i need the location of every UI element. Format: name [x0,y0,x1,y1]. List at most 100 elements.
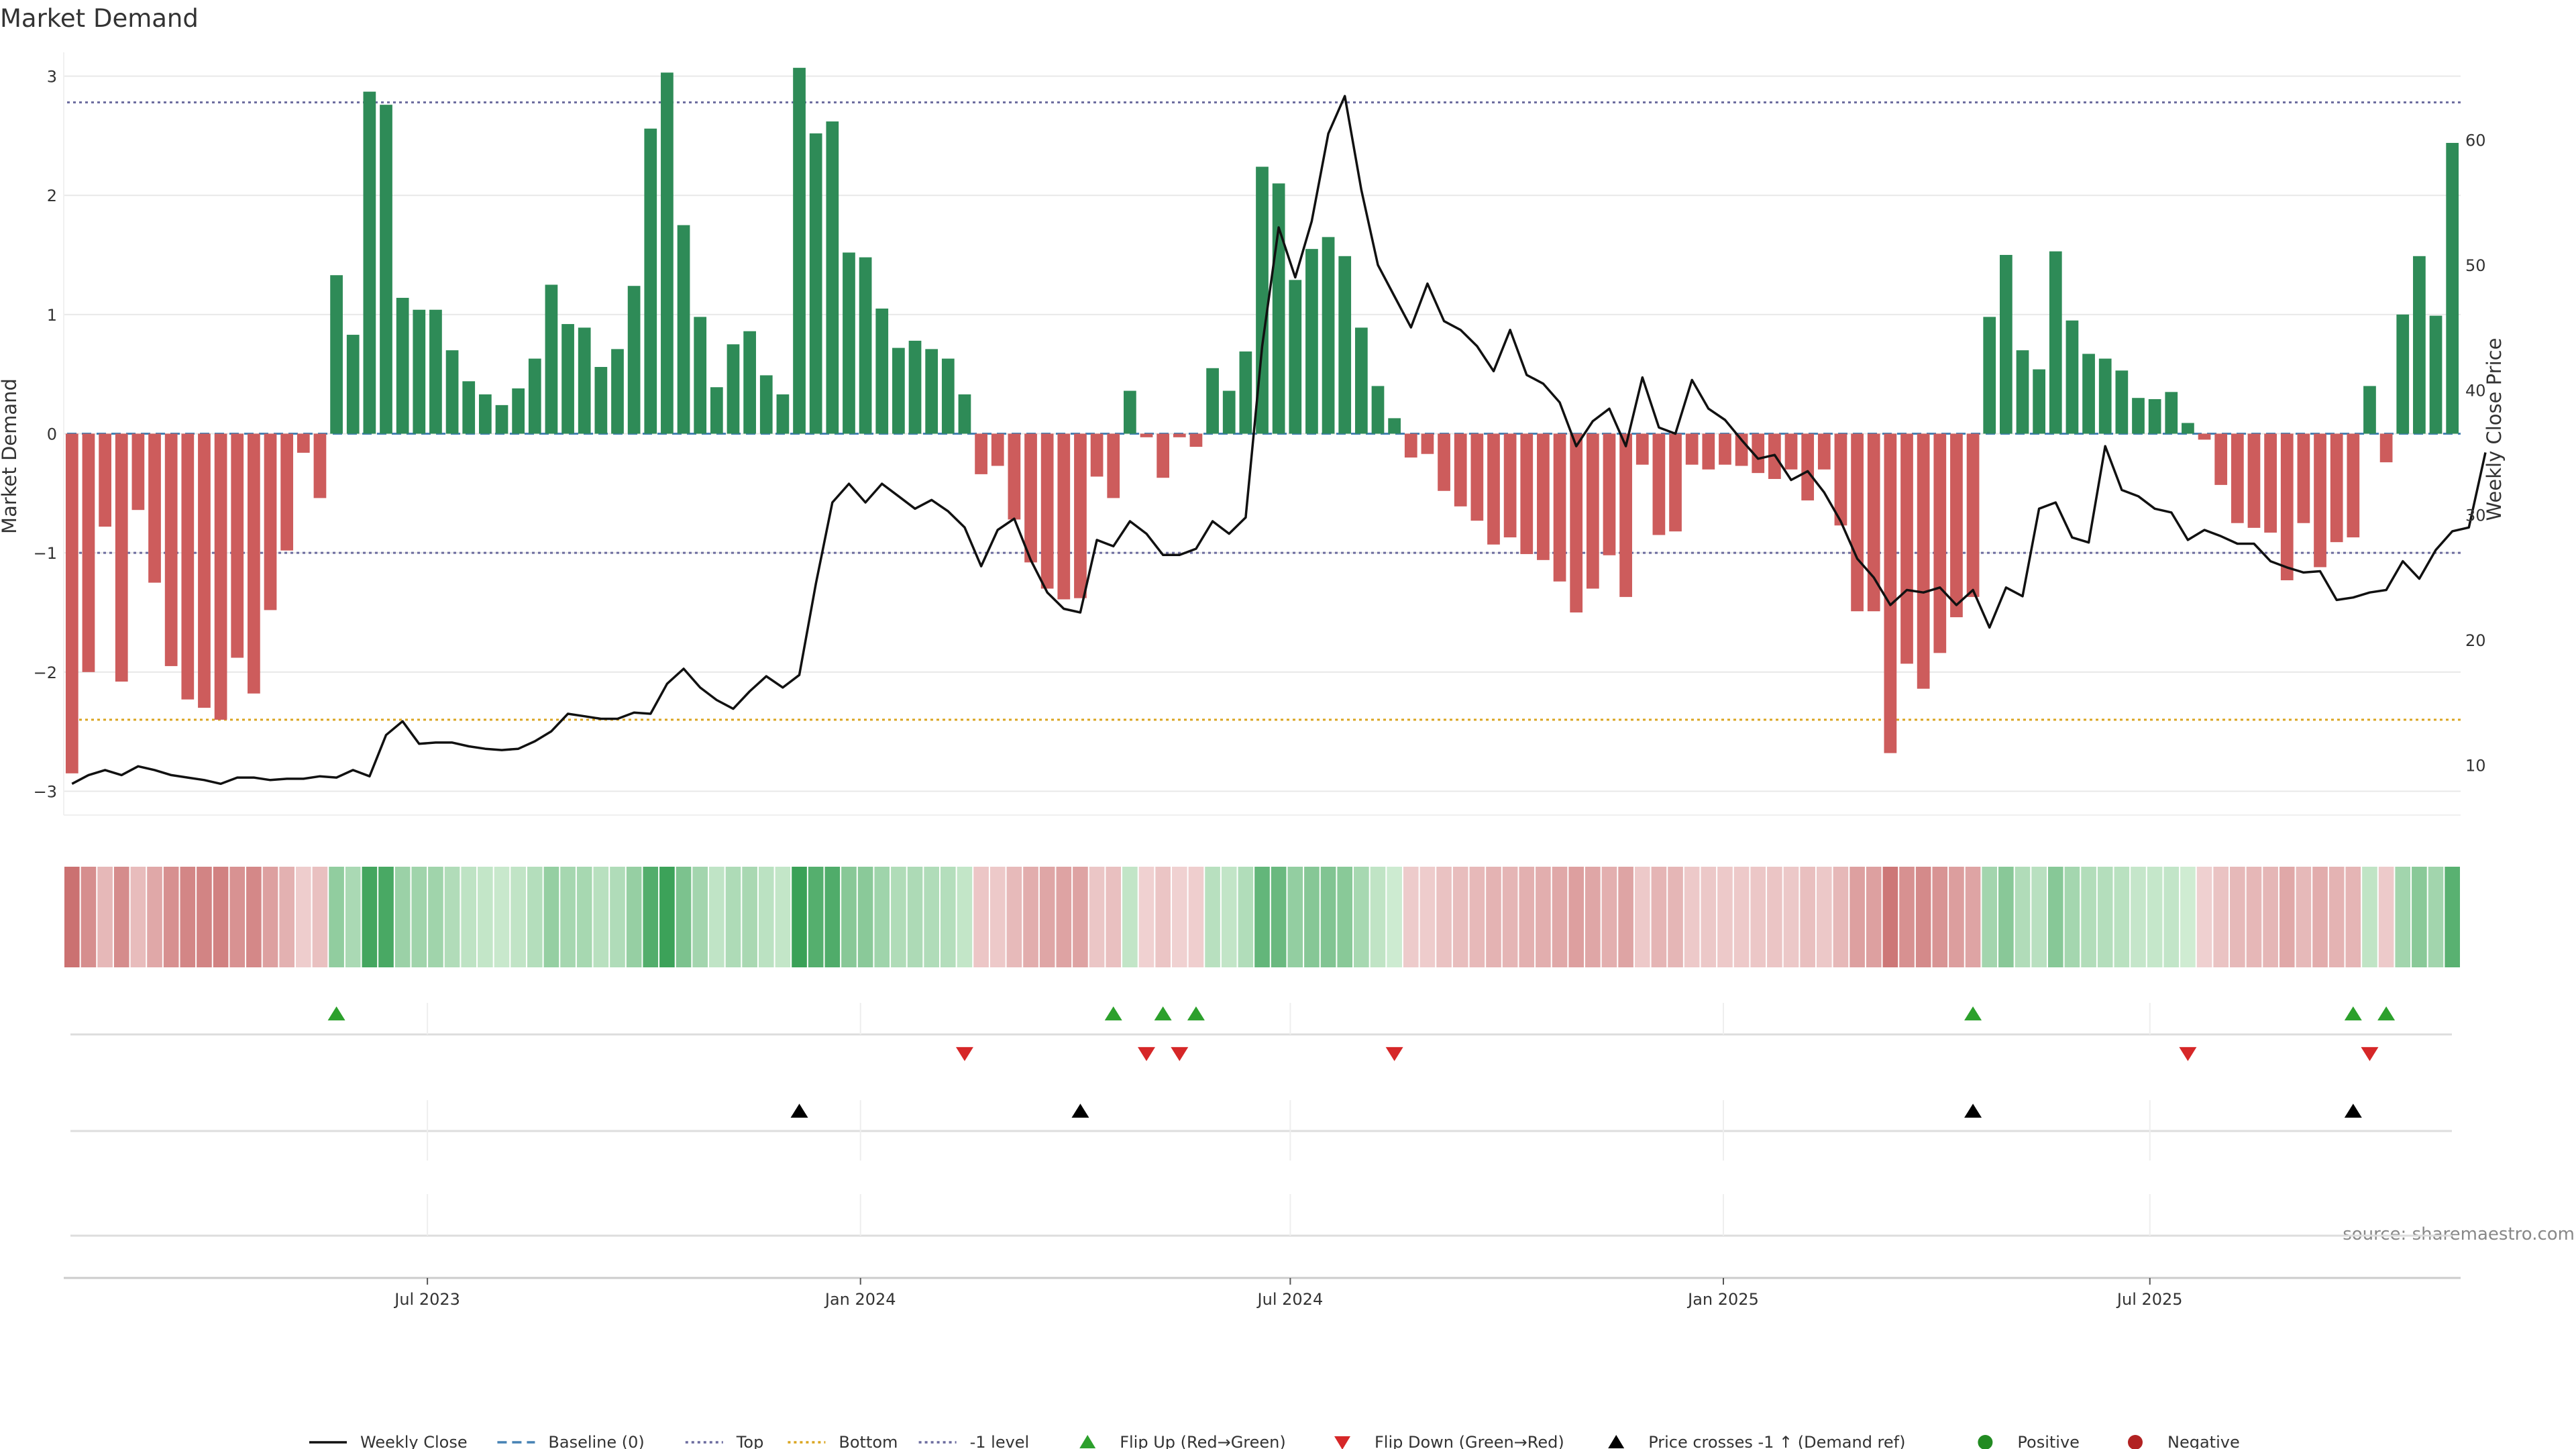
demand-bar [727,344,740,434]
heat-cell [957,867,973,967]
legend-label: Flip Up (Red→Green) [1120,1433,1286,1449]
x-tick-label: Jul 2024 [1256,1290,1324,1309]
heat-cell [1403,867,1419,967]
heat-cell [1469,867,1485,967]
demand-bar [1652,433,1666,535]
heat-cell [312,867,328,967]
legend-label: Baseline (0) [548,1433,644,1449]
legend-label: Top [736,1433,764,1449]
heat-cell [1254,867,1270,967]
heat-cell [1519,867,1535,967]
demand-bar [380,105,392,434]
demand-bar [512,388,525,434]
demand-bars [65,68,2459,773]
heat-cell [97,867,113,967]
flip-down-marker [2179,1046,2197,1061]
heat-cell [2296,867,2312,967]
demand-bar [1057,433,1071,600]
demand-bar [1603,433,1616,555]
demand-bar [694,317,707,434]
heat-cell [279,867,294,967]
demand-bar [2182,423,2194,434]
demand-bar [313,433,327,498]
heat-cell [229,867,246,967]
demand-bar [1024,433,1037,563]
demand-bar [2363,386,2376,434]
heat-cell [676,867,692,967]
demand-bar [280,433,294,551]
demand-bar [1124,390,1136,434]
demand-bar [1074,433,1087,598]
heat-cell [80,867,97,967]
heat-cell [1122,867,1138,967]
legend-label: Flip Down (Green→Red) [1375,1433,1564,1449]
demand-bar [2314,433,2326,568]
heat-cell [874,867,890,967]
demand-bar [1950,433,1963,618]
demand-bar [594,367,608,434]
flip-up-marker [1187,1006,1205,1021]
y-axis-ticks: −3 −2 −1 0 1 2 3 10 20 30 40 50 60 [34,68,2486,802]
heat-cell [709,867,724,967]
demand-bar [1157,433,1170,478]
demand-bar [1752,433,1765,474]
heat-cell [1783,867,1799,967]
demand-bar [1289,280,1302,434]
demand-bar [1867,433,1880,612]
demand-bar [793,68,806,434]
demand-bar [2098,358,2112,434]
heat-cell [808,867,824,967]
heat-cell [262,867,278,967]
heat-cell [329,867,344,967]
demand-bar [2297,433,2310,523]
y2-tick-label: 50 [2465,256,2486,275]
y-tick-label: −1 [34,544,57,563]
demand-bar [1438,433,1450,491]
legend-label: Weekly Close [360,1433,468,1449]
heat-cell [643,867,659,967]
flip-up-marker [1154,1006,1172,1021]
heat-cell [1618,867,1633,967]
demand-bar [991,433,1004,466]
flip-up-marker [1104,1006,1122,1021]
heat-cell [378,867,394,967]
heat-cell [1816,867,1832,967]
demand-bar [131,433,145,511]
price-series [71,95,2487,786]
heat-cell [989,867,1006,967]
demand-bar [1503,433,1517,538]
demand-bar [82,433,95,672]
demand-bar [445,350,459,434]
heat-cell [2081,867,2096,967]
heat-cell [1568,867,1585,967]
heat-cell [345,867,361,967]
heat-cell [180,867,196,967]
demand-bar [1470,433,1484,521]
demand-bar [2132,398,2145,434]
demand-bar [1140,433,1153,437]
heat-cell [494,867,510,967]
demand-bar [181,433,195,700]
demand-bar [2429,315,2443,434]
heat-cell [1750,867,1766,967]
heat-cell [1023,867,1038,967]
demand-bar [1520,433,1534,554]
demand-bar [661,72,674,434]
demand-bar [462,381,476,434]
legend-swatch [1608,1435,1625,1448]
heat-cell [2328,867,2345,967]
demand-bar [346,335,360,434]
heat-cell [1502,867,1518,967]
heat-cell [1701,867,1717,967]
legend-swatch [2128,1435,2143,1449]
demand-bar [1635,433,1649,465]
heat-cell [2279,867,2295,967]
demand-bar [759,375,773,434]
source-note: source: sharemaestro.com [2343,1224,2575,1244]
x-axis-ticks: Jul 2023 Jan 2024 Jul 2024 Jan 2025 Jul 2025 [64,1277,2461,1309]
heat-cell [163,867,179,967]
heat-cell [1205,867,1220,967]
heat-cell [2445,867,2460,967]
demand-bar [611,349,624,434]
y-tick-label: 1 [47,306,57,325]
